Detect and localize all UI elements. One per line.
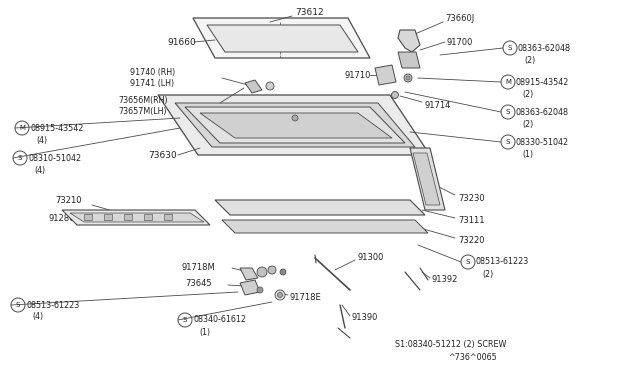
Bar xyxy=(144,214,152,220)
Text: (1): (1) xyxy=(199,327,210,337)
Text: (2): (2) xyxy=(522,90,533,99)
Text: 73210: 73210 xyxy=(55,196,81,205)
Circle shape xyxy=(278,292,282,298)
Text: 73657M(LH): 73657M(LH) xyxy=(118,106,166,115)
Text: 91741 (LH): 91741 (LH) xyxy=(130,78,174,87)
Text: 08310-51042: 08310-51042 xyxy=(28,154,81,163)
Polygon shape xyxy=(193,18,370,58)
Text: 08363-62048: 08363-62048 xyxy=(516,108,569,116)
Polygon shape xyxy=(215,200,425,215)
Text: S: S xyxy=(18,155,22,161)
Text: 08513-61223: 08513-61223 xyxy=(26,301,79,310)
Text: (2): (2) xyxy=(522,119,533,128)
Text: 91660: 91660 xyxy=(167,38,196,46)
Text: M: M xyxy=(505,79,511,85)
Polygon shape xyxy=(200,113,392,138)
Text: 73111: 73111 xyxy=(458,215,484,224)
Text: 91718M: 91718M xyxy=(182,263,216,273)
Bar xyxy=(104,214,112,220)
Polygon shape xyxy=(240,280,260,295)
Circle shape xyxy=(392,92,399,99)
Text: 73612: 73612 xyxy=(295,7,324,16)
Circle shape xyxy=(268,266,276,274)
Polygon shape xyxy=(375,65,396,85)
Polygon shape xyxy=(410,148,445,210)
Text: (4): (4) xyxy=(34,166,45,174)
Circle shape xyxy=(404,74,412,82)
Text: 91710: 91710 xyxy=(345,71,371,80)
Text: 08340-61612: 08340-61612 xyxy=(193,315,246,324)
Text: (1): (1) xyxy=(522,150,533,158)
Text: S1: S1 xyxy=(290,113,300,122)
Text: 91746M: 91746M xyxy=(330,113,364,122)
Text: 73645: 73645 xyxy=(185,279,212,289)
Text: 91718E: 91718E xyxy=(290,292,322,301)
Polygon shape xyxy=(413,153,440,205)
Text: (4): (4) xyxy=(32,312,43,321)
Text: 73230: 73230 xyxy=(458,193,484,202)
Text: 08915-43542: 08915-43542 xyxy=(30,124,83,132)
Text: 08915-43542: 08915-43542 xyxy=(516,77,570,87)
Circle shape xyxy=(257,287,263,293)
Text: 73660J: 73660J xyxy=(445,13,474,22)
Text: 91392: 91392 xyxy=(432,276,458,285)
Text: 91280: 91280 xyxy=(48,214,74,222)
Text: 91714: 91714 xyxy=(425,100,451,109)
Text: 08330-51042: 08330-51042 xyxy=(516,138,569,147)
Text: (2): (2) xyxy=(482,269,493,279)
Polygon shape xyxy=(207,25,358,52)
Circle shape xyxy=(406,76,410,80)
Text: 08363-62048: 08363-62048 xyxy=(518,44,571,52)
Polygon shape xyxy=(398,30,420,52)
Circle shape xyxy=(292,115,298,121)
Polygon shape xyxy=(62,210,210,225)
Polygon shape xyxy=(175,103,415,147)
Polygon shape xyxy=(70,213,204,222)
Text: S: S xyxy=(506,109,510,115)
Text: 91740 (RH): 91740 (RH) xyxy=(130,67,175,77)
Polygon shape xyxy=(185,107,405,143)
Text: 73656M(RH): 73656M(RH) xyxy=(118,96,168,105)
Text: (4): (4) xyxy=(36,135,47,144)
Circle shape xyxy=(275,290,285,300)
Bar xyxy=(164,214,172,220)
Text: S: S xyxy=(506,139,510,145)
Polygon shape xyxy=(240,268,258,280)
Polygon shape xyxy=(222,220,428,233)
Text: 08513-61223: 08513-61223 xyxy=(476,257,529,266)
Polygon shape xyxy=(398,52,420,68)
Bar xyxy=(84,214,92,220)
Text: 73220: 73220 xyxy=(458,235,484,244)
Text: S: S xyxy=(466,259,470,265)
Polygon shape xyxy=(245,80,262,93)
Circle shape xyxy=(280,269,286,275)
Bar xyxy=(124,214,132,220)
Circle shape xyxy=(266,82,274,90)
Text: S: S xyxy=(16,302,20,308)
Polygon shape xyxy=(158,95,430,155)
Text: (2): (2) xyxy=(524,55,535,64)
Text: ^736^0065: ^736^0065 xyxy=(448,353,497,362)
Text: 73630: 73630 xyxy=(148,151,177,160)
Text: S: S xyxy=(183,317,187,323)
Text: 91390: 91390 xyxy=(352,314,378,323)
Text: S: S xyxy=(508,45,512,51)
Text: 91700: 91700 xyxy=(447,38,474,46)
Circle shape xyxy=(257,267,267,277)
Text: M: M xyxy=(19,125,25,131)
Text: 91300: 91300 xyxy=(358,253,385,263)
Text: S1:08340-51212 (2) SCREW: S1:08340-51212 (2) SCREW xyxy=(395,340,506,350)
